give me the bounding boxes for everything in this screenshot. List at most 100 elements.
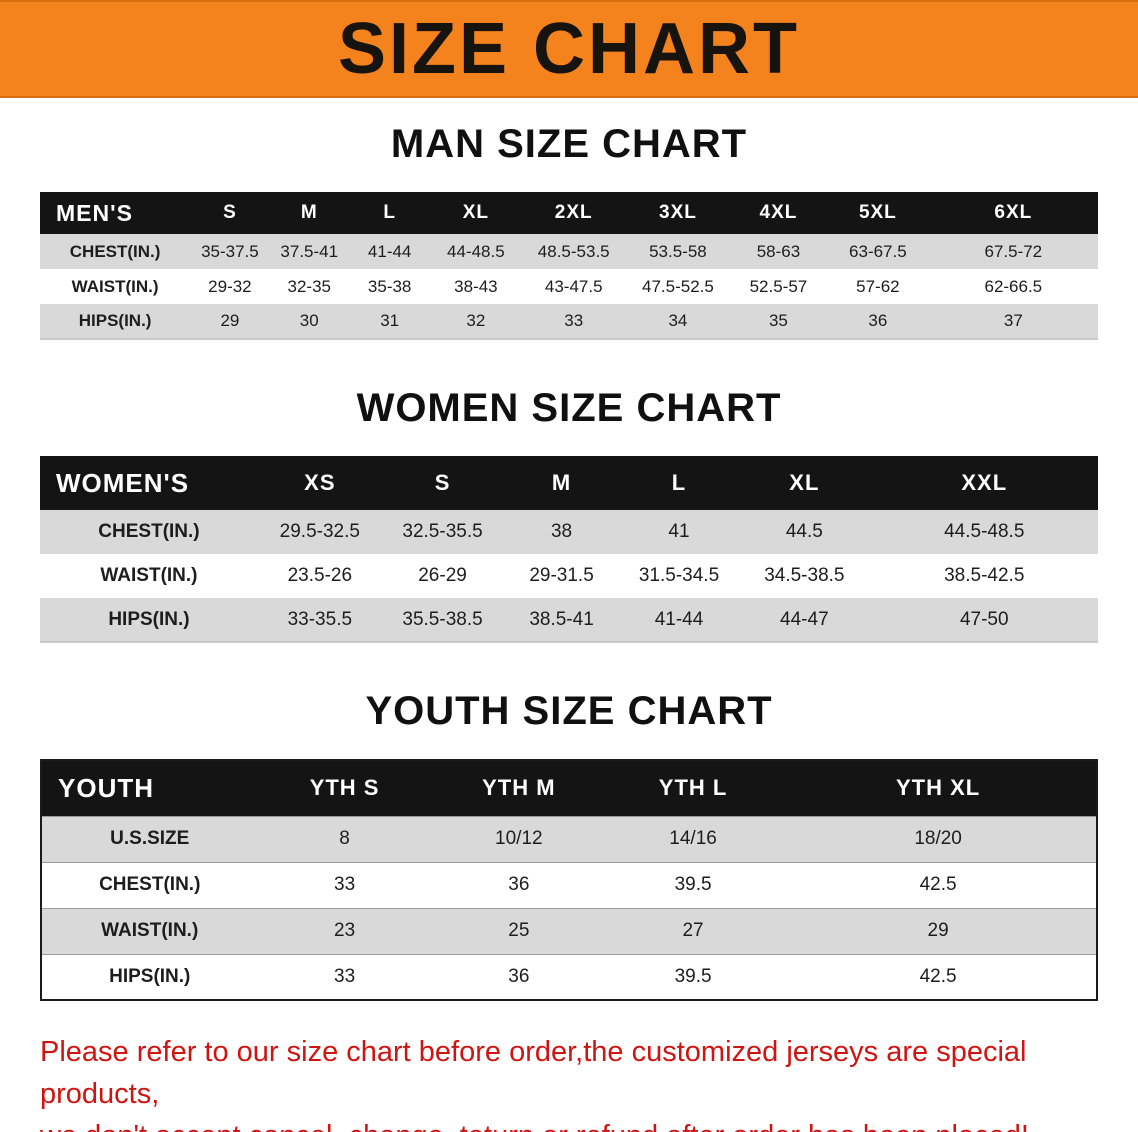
- measurement-value-cell: 8: [339, 828, 350, 849]
- youth-size-header-cell: YTH S: [309, 775, 380, 801]
- women-table-title-cell: WOMEN'S: [56, 467, 190, 498]
- row-label-cell: U.S.SIZE: [110, 828, 190, 849]
- measurement-value-cell: 52.5-57: [749, 276, 808, 296]
- men-size-header-cell: L: [383, 202, 396, 223]
- disclaimer-line-2: we don't accept cancel, change, teturn o…: [40, 1115, 1098, 1132]
- women-size-section: WOMEN SIZE CHART WOMEN'S XS S M L XL XXL CHEST(I…: [0, 386, 1138, 643]
- measurement-value-cell: 58-63: [756, 241, 801, 261]
- size-sections: MAN SIZE CHART MEN'S S M L XL 2XL 3XL 4XL 5XL 6XL C…: [0, 122, 1138, 1001]
- measurement-value-cell: 37: [1003, 311, 1023, 330]
- measurement-value-cell: 29: [927, 920, 949, 941]
- measurement-value-cell: 47.5-52.5: [642, 276, 714, 296]
- youth-size-table: YOUTH YTH S YTH M YTH L YTH XL U.S.SIZE 8 10/12…: [40, 759, 1098, 1001]
- women-table-row: WAIST(IN.) 23.5-26 26-29 29-31.5 31.5-34.5 34…: [40, 554, 1098, 598]
- measurement-value-cell: 44.5-48.5: [944, 521, 1025, 542]
- measurement-value-cell: 18/20: [914, 828, 962, 849]
- men-size-header-cell: 3XL: [659, 202, 697, 223]
- measurement-value-cell: 29-32: [208, 276, 252, 296]
- youth-table-row: U.S.SIZE 8 10/12 14/16 18/20: [41, 816, 1097, 862]
- youth-table-row: CHEST(IN.) 33 36 39.5 42.5: [41, 862, 1097, 908]
- youth-section-heading: YOUTH SIZE CHART: [365, 689, 773, 733]
- measurement-value-cell: 44.5: [785, 521, 823, 542]
- measurement-value-cell: 62-66.5: [984, 276, 1043, 296]
- measurement-value-cell: 42.5: [919, 965, 957, 987]
- measurement-value-cell: 43-47.5: [544, 276, 603, 296]
- women-size-header-cell: M: [551, 470, 572, 495]
- measurement-value-cell: 26-29: [418, 565, 467, 586]
- men-table-title-cell: MEN'S: [56, 199, 133, 226]
- measurement-value-cell: 30: [299, 311, 319, 330]
- row-label-cell: WAIST(IN.): [100, 565, 198, 586]
- measurement-value-cell: 35-37.5: [201, 241, 259, 261]
- measurement-value-cell: 35-38: [367, 276, 412, 296]
- youth-size-header-cell: YTH M: [482, 775, 556, 801]
- measurement-value-cell: 38: [550, 521, 573, 542]
- youth-size-section: YOUTH SIZE CHART YOUTH YTH S YTH M YTH L YTH …: [0, 689, 1138, 1001]
- men-size-header-cell: 4XL: [759, 202, 798, 223]
- men-section-heading: MAN SIZE CHART: [390, 122, 748, 166]
- measurement-value-cell: 10/12: [495, 828, 543, 849]
- measurement-value-cell: 23: [334, 920, 356, 941]
- measurement-value-cell: 32.5-35.5: [402, 521, 483, 542]
- youth-header-row: YOUTH YTH S YTH M YTH L YTH XL: [41, 760, 1097, 816]
- measurement-value-cell: 67.5-72: [984, 241, 1043, 261]
- title-banner: SIZE CHART: [0, 0, 1138, 98]
- measurement-value-cell: 32: [466, 311, 486, 330]
- measurement-value-cell: 33: [564, 311, 584, 330]
- women-size-header-cell: XL: [789, 470, 820, 495]
- measurement-value-cell: 23.5-26: [287, 565, 353, 586]
- measurement-value-cell: 41-44: [367, 241, 412, 261]
- women-size-header-cell: XS: [304, 470, 336, 495]
- measurement-value-cell: 29.5-32.5: [279, 521, 360, 542]
- measurement-value-cell: 32-35: [287, 276, 331, 296]
- row-label-cell: HIPS(IN.): [108, 608, 190, 630]
- youth-table-title-cell: YOUTH: [58, 772, 154, 803]
- row-label-cell: CHEST(IN.): [99, 874, 201, 895]
- measurement-value-cell: 48.5-53.5: [537, 241, 610, 261]
- measurement-value-cell: 37.5-41: [280, 241, 339, 261]
- men-size-header-cell: XL: [462, 202, 489, 223]
- men-size-header-cell: 6XL: [994, 202, 1033, 223]
- women-table-row: CHEST(IN.) 29.5-32.5 32.5-35.5 38 41 44.5 44.5…: [40, 510, 1098, 554]
- men-size-header-cell: 5XL: [858, 202, 897, 223]
- measurement-value-cell: 29-31.5: [529, 565, 594, 586]
- measurement-value-cell: 35.5-38.5: [402, 608, 483, 630]
- men-table-row: CHEST(IN.) 35-37.5 37.5-41 41-44 44-48.5 48.5…: [40, 234, 1098, 269]
- row-label-cell: HIPS(IN.): [78, 311, 152, 330]
- measurement-value-cell: 57-62: [856, 276, 900, 296]
- measurement-value-cell: 14/16: [669, 828, 717, 849]
- measurement-value-cell: 36: [508, 965, 530, 987]
- measurement-value-cell: 63-67.5: [849, 241, 907, 261]
- measurement-value-cell: 31.5-34.5: [638, 565, 720, 586]
- women-size-table: WOMEN'S XS S M L XL XXL CHEST(IN.) 29.5-32.5 32.5…: [40, 456, 1098, 643]
- measurement-value-cell: 27: [682, 920, 704, 941]
- women-size-header-cell: XXL: [961, 470, 1008, 495]
- measurement-value-cell: 35: [768, 311, 788, 330]
- measurement-value-cell: 38.5-42.5: [944, 565, 1025, 586]
- women-size-header-cell: S: [434, 470, 451, 495]
- youth-table-row: WAIST(IN.) 23 25 27 29: [41, 908, 1097, 954]
- measurement-value-cell: 39.5: [674, 874, 712, 895]
- measurement-value-cell: 41-44: [654, 608, 704, 630]
- women-size-header-cell: L: [671, 470, 687, 495]
- measurement-value-cell: 39.5: [674, 965, 712, 987]
- measurement-value-cell: 38.5-41: [529, 608, 594, 630]
- measurement-value-cell: 29: [220, 311, 240, 330]
- men-size-header-cell: S: [223, 202, 237, 223]
- row-label-cell: WAIST(IN.): [71, 276, 159, 296]
- measurement-value-cell: 33: [334, 965, 356, 987]
- women-section-heading: WOMEN SIZE CHART: [356, 386, 782, 430]
- measurement-value-cell: 44-47: [780, 608, 829, 630]
- men-table-row: WAIST(IN.) 29-32 32-35 35-38 38-43 43-47.5 47.…: [40, 269, 1098, 304]
- measurement-value-cell: 34.5-38.5: [764, 565, 845, 586]
- measurement-value-cell: 31: [380, 311, 400, 330]
- youth-size-header-cell: YTH L: [658, 775, 728, 801]
- measurement-value-cell: 36: [508, 874, 530, 895]
- row-label-cell: HIPS(IN.): [109, 965, 191, 987]
- men-header-row: MEN'S S M L XL 2XL 3XL 4XL 5XL 6XL: [40, 192, 1098, 234]
- measurement-value-cell: 34: [668, 311, 688, 330]
- measurement-value-cell: 25: [508, 920, 530, 941]
- measurement-value-cell: 36: [868, 311, 888, 330]
- men-size-table: MEN'S S M L XL 2XL 3XL 4XL 5XL 6XL CHEST(IN.) 35-37…: [40, 192, 1098, 340]
